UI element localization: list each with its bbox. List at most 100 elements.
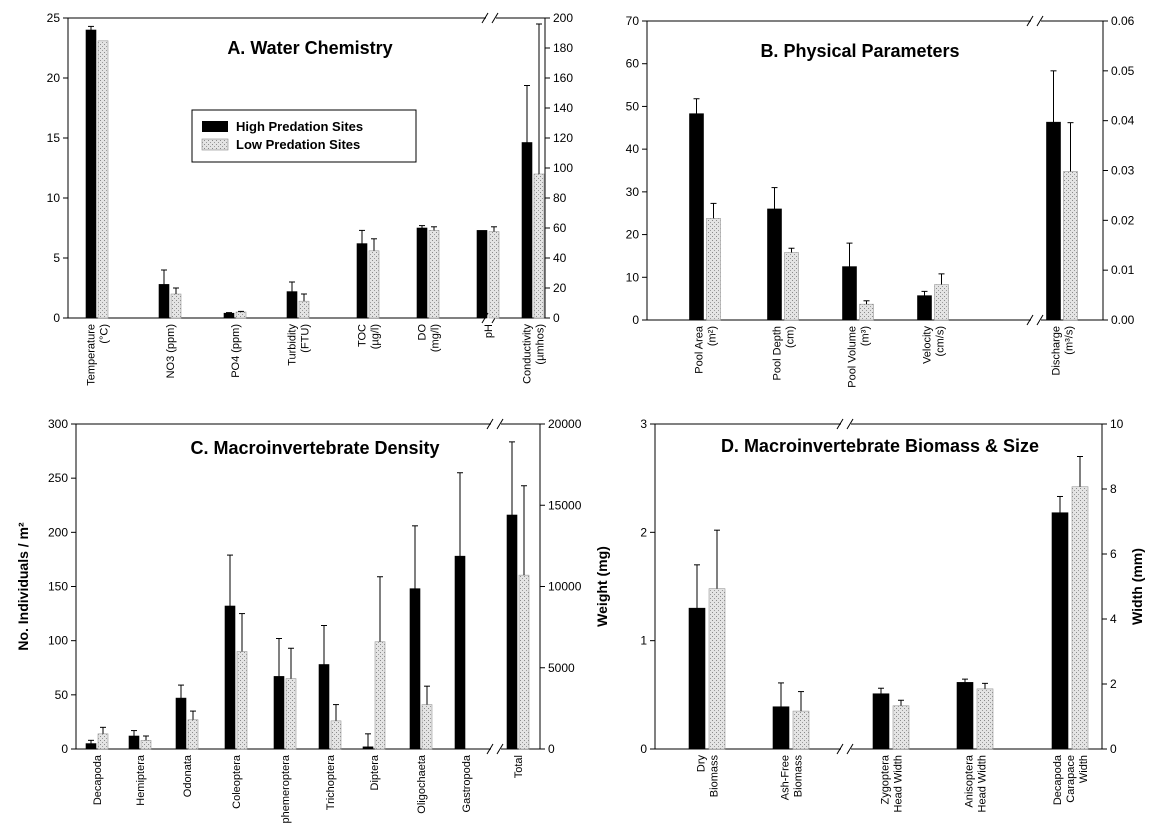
bar-high-predation [128, 735, 140, 750]
y-tick-label: 30 [626, 185, 640, 199]
y2-tick-label: 140 [553, 101, 573, 115]
panel-title: A. Water Chemistry [227, 38, 392, 58]
y2-tick-label: 80 [553, 191, 567, 205]
category-label: Conductivity [522, 324, 534, 384]
category-label: Decapoda [1052, 754, 1064, 805]
panel-macroinvertebrate-density: 0 50 100 150 200 250 300 0 5000 10000 15000 20000 C.… [15, 417, 582, 824]
bar-low-predation [533, 173, 545, 319]
y-tick-label: 2 [640, 525, 647, 539]
category-label: DO [417, 324, 429, 341]
bar-low-predation [187, 719, 199, 750]
y2-tick-label: 40 [553, 251, 567, 265]
bar-high-predation [175, 697, 187, 750]
category-label: (mg/l) [430, 324, 442, 352]
bar-high-predation [772, 706, 790, 750]
category-label: Decapoda [92, 754, 104, 805]
y2-axis-label: Width (mm) [1129, 548, 1145, 625]
bar-high-predation [356, 243, 368, 319]
y-tick-label: 200 [48, 525, 68, 539]
y2-tick-label: 0 [1110, 742, 1117, 756]
bar-low-predation [235, 311, 247, 319]
y2-tick-label: 0.00 [1111, 313, 1135, 327]
y-tick-label: 250 [48, 471, 68, 485]
category-label: Dry [696, 755, 708, 773]
y2-tick-label: 60 [553, 221, 567, 235]
category-label: Odonata [182, 754, 194, 797]
y2-tick-label: 0.01 [1111, 263, 1135, 277]
y-tick-label: 50 [626, 99, 640, 113]
category-label: (µmhos) [535, 324, 547, 365]
category-label: Discharge [1051, 326, 1063, 376]
bar-low-predation [1063, 171, 1078, 321]
y-tick-label: 70 [626, 14, 640, 28]
y-axis-label: Weight (mg) [594, 546, 610, 627]
axis-break-mark [481, 12, 489, 24]
category-label: Pool Volume [847, 326, 859, 388]
y-tick-label: 60 [626, 57, 640, 71]
bar-high-predation [158, 284, 170, 319]
y2-tick-label: 100 [553, 161, 573, 175]
axis-break-mark [496, 418, 504, 430]
bar-high-predation [409, 588, 421, 750]
bar-low-predation [170, 293, 182, 319]
bar-low-predation [285, 678, 297, 750]
legend: High Predation Sites Low Predation Sites [191, 109, 417, 163]
bar-high-predation [521, 142, 533, 319]
category-label: (cm/s) [935, 326, 947, 357]
category-label: TOC [357, 324, 369, 347]
axis-break-mark [1026, 15, 1034, 27]
y-tick-label: 300 [48, 417, 68, 431]
y-tick-label: 100 [48, 634, 68, 648]
category-label: Diptera [369, 754, 381, 790]
y-tick-label: 10 [47, 191, 61, 205]
category-label: NO3 (ppm) [165, 324, 177, 378]
category-label: Pool Area [694, 325, 706, 374]
category-label: Turbidity [287, 324, 299, 366]
category-label: Hemiptera [135, 754, 147, 806]
panel-title: B. Physical Parameters [760, 41, 959, 61]
bar-high-predation [318, 664, 330, 750]
category-label: Carapace [1065, 755, 1077, 803]
y2-tick-label: 0.02 [1111, 213, 1135, 227]
axis-break-mark [836, 418, 844, 430]
y2-tick-label: 8 [1110, 482, 1117, 496]
category-label: (FTU) [300, 324, 312, 353]
y2-tick-label: 10000 [548, 580, 582, 594]
axis-break-mark [836, 743, 844, 755]
y2-tick-label: 0 [553, 311, 560, 325]
bar-low-predation [298, 300, 310, 319]
bar-high-predation [476, 230, 488, 319]
panel-water-chemistry: 0 5 10 15 20 25 0 20 40 60 80 100 120 140 160 180 200 A. … [47, 11, 574, 386]
bar-high-predation [917, 295, 932, 321]
category-label: Ephemeroptera [280, 754, 292, 824]
bar-low-predation [859, 303, 874, 321]
panel-title: C. Macroinvertebrate Density [190, 438, 439, 458]
category-label: (m²) [707, 326, 719, 346]
category-label: PO4 (ppm) [230, 324, 242, 378]
bar-low-predation [428, 230, 440, 319]
axis-break-mark [491, 12, 499, 24]
y-tick-label: 150 [48, 580, 68, 594]
bar-high-predation [454, 555, 466, 750]
y2-tick-label: 20000 [548, 417, 582, 431]
category-label: Coleoptera [231, 754, 243, 809]
axis-break-mark [846, 743, 854, 755]
y-tick-label: 3 [640, 417, 647, 431]
category-label: Pool Depth [772, 326, 784, 380]
y-tick-label: 1 [640, 634, 647, 648]
bar-low-predation [976, 688, 994, 750]
y2-tick-label: 0.05 [1111, 64, 1135, 78]
y-tick-label: 5 [53, 251, 60, 265]
y-tick-label: 20 [47, 71, 61, 85]
y2-tick-label: 160 [553, 71, 573, 85]
bar-high-predation [956, 682, 974, 750]
bar-low-predation [518, 574, 530, 750]
y-tick-label: 50 [55, 688, 69, 702]
bar-low-predation [706, 218, 721, 321]
bar-high-predation [85, 743, 97, 750]
y2-tick-label: 10 [1110, 417, 1124, 431]
category-label: Ash-Free [780, 755, 792, 800]
bar-high-predation [362, 746, 374, 750]
category-label: Biomass [709, 755, 721, 798]
